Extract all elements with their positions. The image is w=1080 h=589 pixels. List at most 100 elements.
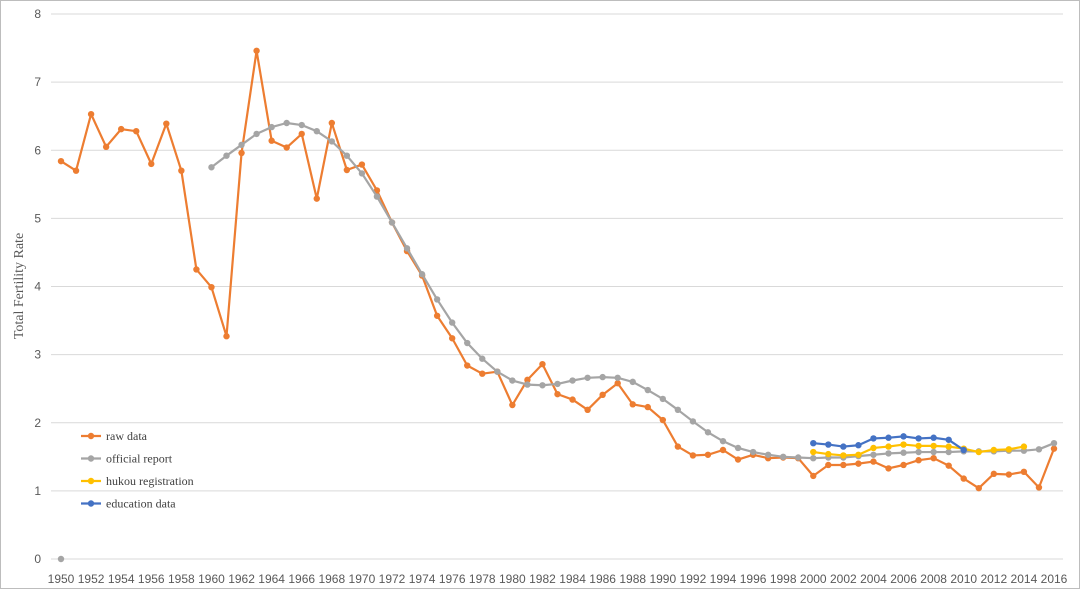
point-raw-data-1955: [133, 127, 140, 135]
x-tick-1982: 1982: [529, 572, 556, 586]
point-official-report-1992: [689, 418, 697, 425]
point-hukou-registration-2011: [975, 448, 982, 456]
point-raw-data-2009: [945, 462, 952, 469]
point-hukou-registration-2014: [1020, 443, 1028, 450]
point-raw-data-1960: [208, 283, 215, 291]
point-education-data-2009: [945, 436, 952, 443]
x-tick-2014: 2014: [1011, 572, 1038, 586]
point-raw-data-2011: [975, 484, 982, 492]
point-raw-data-2004: [870, 458, 877, 465]
point-raw-data-1959: [193, 266, 200, 273]
point-raw-data-1989: [644, 403, 651, 411]
x-tick-1976: 1976: [439, 572, 466, 586]
point-raw-data-1975: [433, 312, 441, 319]
x-tick-1966: 1966: [288, 572, 315, 586]
point-hukou-registration-2004: [870, 444, 877, 452]
series-education-data: [810, 433, 967, 454]
x-tick-1962: 1962: [228, 572, 255, 586]
point-raw-data-2010: [960, 475, 967, 482]
point-official-report-1998: [779, 453, 787, 461]
point-education-data-2006: [900, 433, 907, 440]
point-official-report-1982: [539, 382, 546, 389]
point-official-report-1985: [584, 374, 591, 381]
point-official-report-1960: [208, 164, 215, 171]
y-tick-2: 2: [34, 416, 41, 430]
x-tick-1956: 1956: [138, 572, 165, 586]
point-official-report-1979: [494, 368, 501, 375]
point-official-report-1976: [448, 319, 456, 326]
y-tick-4: 4: [34, 280, 41, 294]
x-tick-1998: 1998: [770, 572, 797, 586]
x-tick-1980: 1980: [499, 572, 526, 586]
point-official-report-2007: [915, 448, 922, 456]
point-raw-data-1984: [569, 396, 576, 403]
point-raw-data-1986: [599, 391, 606, 399]
point-raw-data-1978: [479, 370, 486, 377]
y-tick-8: 8: [34, 7, 41, 21]
point-official-report-2008: [930, 448, 937, 456]
legend-label: hukou registration: [106, 474, 194, 488]
point-raw-data-1961: [223, 333, 230, 340]
x-tick-2010: 2010: [950, 572, 977, 586]
point-official-report-2000: [810, 454, 817, 462]
x-tick-1952: 1952: [78, 572, 105, 586]
point-education-data-2010: [960, 446, 967, 454]
legend-label: education data: [106, 497, 176, 511]
point-raw-data-1994: [719, 446, 727, 454]
point-official-report-1981: [524, 381, 531, 388]
point-hukou-registration-2007: [915, 442, 922, 450]
point-official-report-1970: [358, 170, 366, 177]
point-raw-data-1969: [343, 166, 351, 174]
point-official-report-1975: [433, 296, 441, 303]
y-axis-label: Total Fertility Rate: [12, 233, 27, 339]
series-official-report: [57, 119, 1058, 563]
point-raw-data-2014: [1020, 468, 1028, 475]
x-tick-1964: 1964: [258, 572, 285, 586]
point-raw-data-1993: [704, 451, 712, 458]
x-tick-1968: 1968: [318, 572, 345, 586]
point-hukou-registration-2013: [1005, 446, 1013, 453]
point-official-report-1969: [343, 152, 351, 159]
x-tick-1954: 1954: [108, 572, 135, 586]
point-raw-data-1987: [614, 380, 621, 387]
point-raw-data-1988: [629, 401, 636, 408]
x-tick-labels: 1950 1952 1954 1956 1958 1960 1962 1964 1966 1968…: [48, 572, 1068, 586]
point-raw-data-2012: [990, 470, 998, 478]
point-raw-data-1982: [539, 360, 546, 368]
point-hukou-registration-2012: [990, 446, 998, 454]
point-official-report-1983: [554, 380, 561, 388]
point-official-report-1977: [464, 339, 471, 347]
x-tick-1986: 1986: [589, 572, 616, 586]
y-tick-5: 5: [34, 211, 41, 225]
point-raw-data-1981: [524, 376, 531, 384]
point-official-report-2006: [900, 449, 907, 456]
point-official-report-1993: [704, 429, 712, 436]
y-tick-labels: 0 1 2 3 4 5 6 7 8: [34, 7, 41, 566]
x-tick-2006: 2006: [890, 572, 917, 586]
point-official-report-1978: [479, 355, 486, 362]
point-official-report-1962: [238, 141, 245, 148]
point-raw-data-1965: [283, 144, 290, 151]
x-tick-1992: 1992: [680, 572, 707, 586]
point-official-report-1950: [57, 555, 65, 563]
point-hukou-registration-2001: [825, 450, 832, 458]
point-official-report-1980: [509, 377, 516, 384]
series-raw-data: [57, 47, 1058, 492]
point-hukou-registration-2003: [855, 451, 862, 458]
point-raw-data-1958: [178, 167, 185, 174]
point-raw-data-2005: [885, 465, 892, 472]
point-raw-data-1995: [734, 456, 742, 463]
x-tick-1974: 1974: [409, 572, 436, 586]
point-education-data-2002: [840, 443, 847, 450]
x-tick-2016: 2016: [1041, 572, 1068, 586]
legend-item-raw-data: raw data: [81, 429, 148, 443]
point-raw-data-1952: [87, 110, 95, 118]
gridlines: [51, 13, 1063, 560]
point-official-report-1968: [328, 138, 336, 145]
x-tick-1978: 1978: [469, 572, 496, 586]
point-raw-data-1962: [238, 149, 245, 157]
x-tick-1988: 1988: [619, 572, 646, 586]
x-tick-1990: 1990: [649, 572, 676, 586]
x-tick-1950: 1950: [48, 572, 75, 586]
